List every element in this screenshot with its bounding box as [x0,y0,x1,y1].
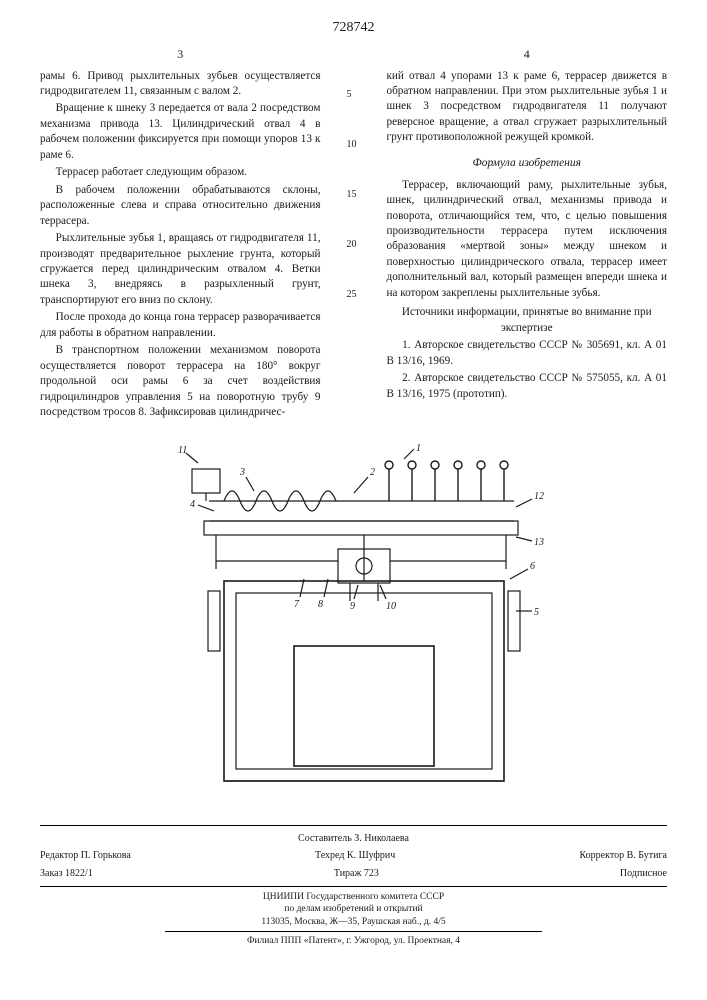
divider [40,825,667,826]
techred: Техред К. Шуфрич [131,849,580,863]
editor: Редактор П. Горькова [40,849,131,863]
svg-text:4: 4 [190,499,195,510]
corrector: Корректор В. Бутига [580,849,668,863]
technical-drawing: 11 1 2 4 3 12 13 6 5 7 8 9 10 [154,441,554,811]
cniipi-line: ЦНИИПИ Государственного комитета СССР [40,891,667,903]
cniipi-line: 113035, Москва, Ж—35, Раушская наб., д. … [40,916,667,928]
tiraz: Тираж 723 [93,867,620,881]
source: 1. Авторское свидетельство СССР № 305691… [387,338,668,369]
publisher-block: ЦНИИПИ Государственного комитета СССР по… [40,891,667,947]
left-column: 3 рамы 6. Привод рыхлительных зубьев осу… [40,46,321,423]
sign: Подписное [620,867,667,881]
footer-row: Заказ 1822/1 Тираж 723 Подписное [40,865,667,883]
svg-text:12: 12 [534,491,544,502]
svg-text:10: 10 [386,601,396,612]
line-mark: 5 [347,88,352,102]
para: Рыхлительные зубья 1, вращаясь от гидрод… [40,231,321,308]
line-mark: 25 [347,288,357,302]
para: После прохода до конца гона террасер раз… [40,310,321,341]
svg-text:6: 6 [530,561,535,572]
doc-number: 728742 [40,20,667,36]
text-columns: 3 рамы 6. Привод рыхлительных зубьев осу… [40,46,667,423]
divider [40,886,667,887]
formula-title: Формула изобретения [387,156,668,172]
sources-title: Источники информации, принятые во вниман… [387,305,668,336]
formula-text: Террасер, включающий раму, рыхлительные … [387,178,668,302]
cniipi-line: Филиал ППП «Патент», г. Ужгород, ул. Про… [40,935,667,947]
para: рамы 6. Привод рыхлительных зубьев осуще… [40,69,321,100]
source: 2. Авторское свидетельство СССР № 575055… [387,371,668,402]
cniipi-line: по делам изобретений и открытий [40,903,667,915]
divider [165,931,541,932]
svg-text:5: 5 [534,607,539,618]
footer-row: Редактор П. Горькова Техред К. Шуфрич Ко… [40,847,667,865]
compiler: Составитель З. Николаева [40,832,667,846]
svg-text:9: 9 [350,601,355,612]
right-column: 4 кий отвал 4 упорами 13 к раме 6, терра… [387,46,668,423]
svg-text:1: 1 [416,443,421,454]
page: { "doc_number": "728742", "left": { "col… [0,0,707,1000]
left-colnum: 3 [40,46,321,63]
svg-text:2: 2 [370,467,375,478]
para: В рабочем положении обрабатываются склон… [40,183,321,229]
svg-text:3: 3 [239,467,245,478]
order: Заказ 1822/1 [40,867,93,881]
right-colnum: 4 [387,46,668,63]
footer-row: Составитель З. Николаева [40,830,667,848]
line-mark: 15 [347,188,357,202]
para: В транспортном положении механизмом пово… [40,343,321,420]
svg-text:8: 8 [318,599,323,610]
svg-text:13: 13 [534,537,544,548]
line-number-gutter: 5 10 15 20 25 [345,46,363,423]
svg-text:11: 11 [178,445,187,456]
line-mark: 20 [347,238,357,252]
para: Вращение к шнеку 3 передается от вала 2 … [40,101,321,163]
svg-text:7: 7 [294,599,300,610]
para: Террасер работает следующим образом. [40,165,321,180]
footer: Составитель З. Николаева Редактор П. Гор… [40,825,667,948]
para: кий отвал 4 упорами 13 к раме 6, террасе… [387,69,668,146]
line-mark: 10 [347,138,357,152]
